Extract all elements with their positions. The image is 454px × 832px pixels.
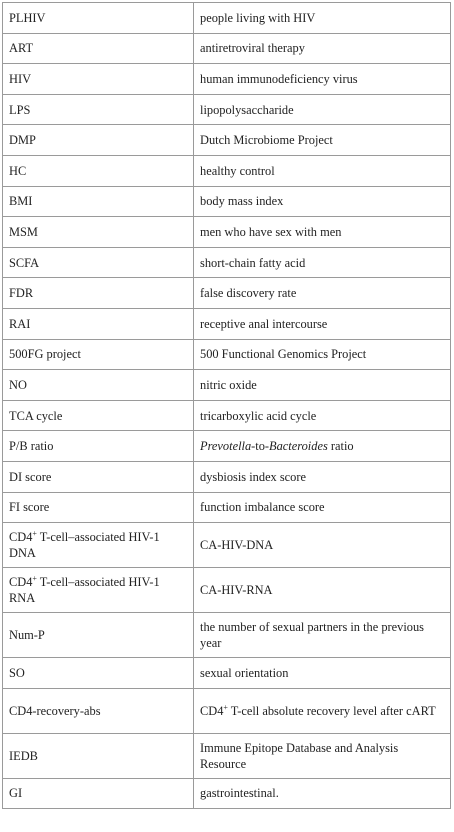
abbreviation-cell: PLHIV — [2, 2, 194, 34]
superscript: + — [32, 573, 37, 583]
superscript: + — [223, 702, 228, 712]
table-row: P/B ratio Prevotella-to-Bacteroides rati… — [2, 430, 451, 462]
abbreviation-cell: LPS — [2, 93, 194, 126]
abbreviation-cell: 500FG project — [2, 338, 194, 371]
definition-text: -to- — [251, 439, 270, 454]
table-row: CD4-recovery-abs CD4+ T-cell absolute re… — [2, 687, 451, 734]
abbreviation-text: CD4 — [9, 530, 33, 545]
abbreviation-text: T-cell–associated HIV-1 RNA — [9, 575, 160, 606]
definition-text: ratio — [327, 439, 354, 454]
definition-cell: the number of sexual partners in the pre… — [193, 612, 451, 659]
definition-cell: CA-HIV-RNA — [193, 567, 451, 614]
abbreviation-cell: CD4+ T-cell–associated HIV-1 RNA — [2, 567, 194, 614]
definition-cell: Immune Epitope Database and Analysis Res… — [193, 732, 451, 779]
definition-cell: sexual orientation — [193, 657, 451, 689]
italic-term: Bacteroides — [269, 439, 328, 454]
italic-term: Prevotella — [200, 439, 252, 454]
table-row: BMI body mass index — [2, 185, 451, 218]
abbreviation-cell: IEDB — [2, 732, 194, 779]
abbreviation-cell: DMP — [2, 124, 194, 156]
abbreviation-cell: SO — [2, 657, 194, 689]
definition-cell: gastrointestinal. — [193, 777, 451, 810]
definition-cell: antiretroviral therapy — [193, 32, 451, 65]
table-row: GI gastrointestinal. — [2, 777, 451, 810]
table-row: TCA cycle tricarboxylic acid cycle — [2, 399, 451, 432]
abbreviation-cell: ART — [2, 32, 194, 65]
definition-cell: people living with HIV — [193, 2, 451, 34]
definition-cell: short-chain fatty acid — [193, 246, 451, 279]
abbreviation-cell: P/B ratio — [2, 430, 194, 462]
abbreviation-cell: CD4-recovery-abs — [2, 687, 194, 734]
table-row: CD4+ T-cell–associated HIV-1 RNA CA-HIV-… — [2, 567, 451, 614]
abbreviation-cell: NO — [2, 369, 194, 401]
abbreviation-cell: BMI — [2, 185, 194, 218]
abbreviation-cell: HC — [2, 154, 194, 187]
table-row: 500FG project 500 Functional Genomics Pr… — [2, 338, 451, 371]
table-row: DMP Dutch Microbiome Project — [2, 124, 451, 156]
table-row: FDR false discovery rate — [2, 277, 451, 309]
definition-cell: healthy control — [193, 154, 451, 187]
table-row: NO nitric oxide — [2, 369, 451, 401]
definition-cell: Dutch Microbiome Project — [193, 124, 451, 156]
definition-cell: lipopolysaccharide — [193, 93, 451, 126]
abbreviation-cell: SCFA — [2, 246, 194, 279]
abbreviation-cell: RAI — [2, 307, 194, 340]
definition-text: CD4 — [200, 703, 224, 718]
table-row: IEDB Immune Epitope Database and Analysi… — [2, 732, 451, 779]
table-row: PLHIV people living with HIV — [2, 2, 451, 34]
abbreviation-cell: TCA cycle — [2, 399, 194, 432]
table-row: RAI receptive anal intercourse — [2, 307, 451, 340]
definition-cell: CD4+ T-cell absolute recovery level afte… — [193, 687, 451, 734]
abbreviation-cell: MSM — [2, 216, 194, 248]
definition-cell: men who have sex with men — [193, 216, 451, 248]
abbreviation-cell: FI score — [2, 491, 194, 524]
definition-cell: false discovery rate — [193, 277, 451, 309]
table-row: FI score function imbalance score — [2, 491, 451, 524]
table-row: Num-P the number of sexual partners in t… — [2, 612, 451, 659]
abbreviation-cell: FDR — [2, 277, 194, 309]
table-row: MSM men who have sex with men — [2, 216, 451, 248]
definition-cell: dysbiosis index score — [193, 460, 451, 493]
abbreviation-cell: CD4+ T-cell–associated HIV-1 DNA — [2, 522, 194, 569]
table-row: CD4+ T-cell–associated HIV-1 DNA CA-HIV-… — [2, 522, 451, 569]
definition-cell: 500 Functional Genomics Project — [193, 338, 451, 371]
definition-text: T-cell absolute recovery level after cAR… — [227, 703, 436, 718]
table-row: DI score dysbiosis index score — [2, 460, 451, 493]
abbreviation-cell: HIV — [2, 63, 194, 95]
definition-cell: body mass index — [193, 185, 451, 218]
definition-cell: tricarboxylic acid cycle — [193, 399, 451, 432]
definition-cell: CA-HIV-DNA — [193, 522, 451, 569]
definition-cell: nitric oxide — [193, 369, 451, 401]
definition-cell: human immunodeficiency virus — [193, 63, 451, 95]
abbreviation-cell: GI — [2, 777, 194, 810]
superscript: + — [32, 528, 37, 538]
table-row: SCFA short-chain fatty acid — [2, 246, 451, 279]
definition-cell: function imbalance score — [193, 491, 451, 524]
abbreviations-table: PLHIV people living with HIV ART antiret… — [2, 2, 451, 810]
abbreviation-text: CD4 — [9, 575, 33, 590]
abbreviation-cell: DI score — [2, 460, 194, 493]
definition-cell: Prevotella-to-Bacteroides ratio — [193, 430, 451, 462]
table-row: SO sexual orientation — [2, 657, 451, 689]
table-row: LPS lipopolysaccharide — [2, 93, 451, 126]
abbreviation-text: T-cell–associated HIV-1 DNA — [9, 530, 160, 561]
abbreviation-cell: Num-P — [2, 612, 194, 659]
table-row: HIV human immunodeficiency virus — [2, 63, 451, 95]
table-row: HC healthy control — [2, 154, 451, 187]
table-row: ART antiretroviral therapy — [2, 32, 451, 65]
definition-cell: receptive anal intercourse — [193, 307, 451, 340]
